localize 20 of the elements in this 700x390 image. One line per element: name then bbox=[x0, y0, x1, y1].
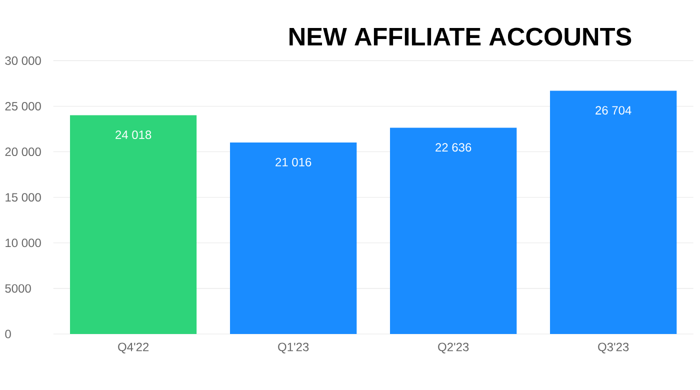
data-label: 24 018 bbox=[116, 130, 152, 140]
bar bbox=[230, 142, 357, 334]
y-tick-label: 30 000 bbox=[5, 56, 41, 65]
x-tick-label: Q3'23 bbox=[598, 342, 629, 354]
bar bbox=[550, 90, 677, 334]
y-tick-label: 15 000 bbox=[6, 193, 41, 202]
y-tick-label: 25 000 bbox=[5, 102, 41, 110]
x-tick-label: Q2'23 bbox=[438, 342, 469, 354]
bar bbox=[390, 128, 517, 334]
x-tick-label: Q4'22 bbox=[118, 342, 149, 354]
data-label: 26 704 bbox=[596, 106, 632, 115]
chart-title: NEW AFFILIATE ACCOUNTS bbox=[290, 28, 632, 46]
x-tick-label: Q1'23 bbox=[278, 342, 309, 354]
data-label: 21 016 bbox=[276, 158, 312, 166]
data-label: 22 636 bbox=[436, 143, 472, 152]
y-tick-label: 10 000 bbox=[6, 238, 41, 248]
y-tick-label: 0 bbox=[5, 330, 11, 338]
y-tick-label: 20 000 bbox=[5, 148, 41, 156]
y-tick-label: 5000 bbox=[5, 284, 31, 293]
bar bbox=[70, 115, 197, 334]
